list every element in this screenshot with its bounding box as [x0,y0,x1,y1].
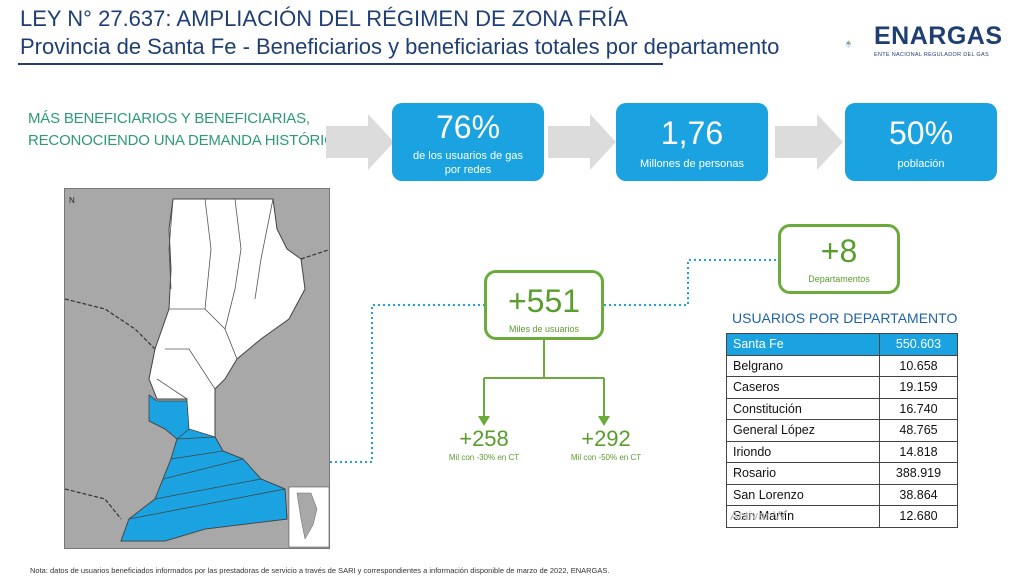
department-users: 38.864 [879,483,958,506]
headline-line1: MÁS BENEFICIARIOS Y BENEFICIARIAS, [28,110,310,127]
departments-box: +8 Departamentos [778,224,900,294]
departments-value: +8 [820,233,858,269]
stat-label: Millones de personas [640,158,744,170]
department-name: Santa Fe [726,333,880,356]
split-stat-50: +292 Mil con -50% en CT [556,426,656,464]
stat-value: 1,76 [660,115,724,151]
department-name: Caseros [726,376,880,399]
table-row: Santa Fe 550.603 [726,333,958,356]
department-users: 19.159 [879,376,958,399]
department-name: Constitución [726,397,880,420]
title-divider [18,63,663,65]
users-value: +551 [507,283,581,319]
table-row: San Lorenzo 38.864 [726,483,958,506]
table-row: San Martín 12.680 [726,505,958,528]
logo-subtitle: ENTE NACIONAL REGULADOR DEL GAS [874,52,989,58]
stat-label-2: por redes [444,164,492,176]
headline: MÁS BENEFICIARIOS Y BENEFICIARIAS, RECON… [28,108,345,152]
chevron-arrow-icon [548,114,616,170]
split-value: +292 [581,426,631,451]
department-name: Belgrano [726,354,880,377]
stat-gas-users: 76% de los usuarios de gas por redes [392,103,544,181]
department-name: Rosario [726,462,880,485]
table-row: Constitución 16.740 [726,397,958,420]
department-users: 550.603 [879,333,958,356]
activation-watermark: Activar W [730,508,786,523]
page-subtitle: Provincia de Santa Fe - Beneficiarios y … [20,34,780,59]
department-name: San Lorenzo [726,483,880,506]
split-label: Mil con -30% en CT [448,453,520,462]
footnote: Nota: datos de usuarios beneficiados inf… [30,566,610,575]
department-name: Iriondo [726,440,880,463]
department-users: 388.919 [879,462,958,485]
argentina-coat-of-arms-icon [846,40,851,48]
stat-label: de los usuarios de gas [412,150,524,162]
departments-label: Departamentos [808,274,870,284]
logo-name: ENARGAS [874,22,1003,50]
table-row: Caseros 19.159 [726,376,958,399]
stat-people: 1,76 Millones de personas [616,103,768,181]
department-users: 48.765 [879,419,958,442]
santa-fe-map [64,188,330,549]
department-users: 16.740 [879,397,958,420]
stat-population: 50% población [845,103,997,181]
users-box: +551 Miles de usuarios [484,270,604,340]
headline-line2: RECONOCIENDO UNA DEMANDA HISTÓRICA [28,132,345,149]
split-stat-30: +258 Mil con -30% en CT [434,426,534,464]
chevron-arrow-icon [326,114,394,170]
department-users: 10.658 [879,354,958,377]
province-map-graphic [65,198,329,548]
table-row: Iriondo 14.818 [726,440,958,463]
table-row: General López 48.765 [726,419,958,442]
department-name: General López [726,419,880,442]
department-name: San Martín [726,505,880,528]
north-arrow-icon: N [69,196,75,205]
users-label: Miles de usuarios [508,324,580,334]
department-users: 14.818 [879,440,958,463]
table-row: Rosario 388.919 [726,462,958,485]
stat-label: población [897,158,945,170]
stat-value: 50% [888,115,954,151]
split-label: Mil con -50% en CT [570,453,642,462]
department-users: 12.680 [879,505,958,528]
users-table: Santa Fe 550.603 Belgrano 10.658 Caseros… [726,333,958,528]
split-value: +258 [459,426,509,451]
page-title: LEY N° 27.637: AMPLIACIÓN DEL RÉGIMEN DE… [20,6,628,31]
users-table-title: USUARIOS POR DEPARTAMENTO [732,310,958,326]
chevron-arrow-icon [775,114,843,170]
table-row: Belgrano 10.658 [726,354,958,377]
stat-value: 76% [435,109,501,145]
